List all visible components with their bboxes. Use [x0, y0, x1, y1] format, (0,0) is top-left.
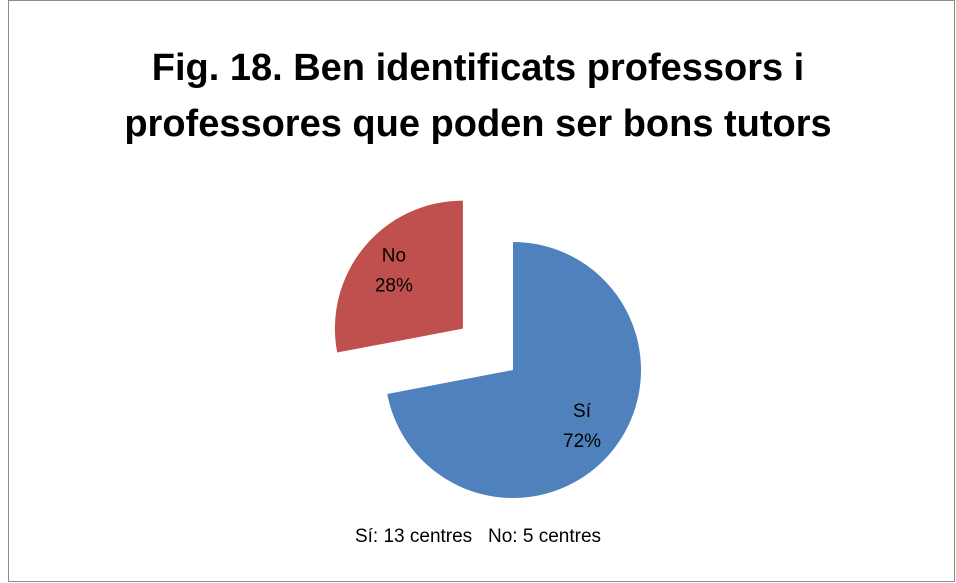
pie-slice [334, 200, 463, 353]
slice-value-label: 72% [563, 431, 601, 452]
chart-title: Fig. 18. Ben identificats professors i p… [124, 47, 832, 145]
slice-value-label: 28% [375, 275, 413, 296]
annotation: Sí: 13 centres No: 5 centres [354, 526, 602, 547]
pie-slice [387, 242, 641, 498]
chart-border [8, 0, 955, 582]
slice-category-label: Sí [573, 401, 592, 422]
slice-category-label: No [382, 245, 406, 266]
